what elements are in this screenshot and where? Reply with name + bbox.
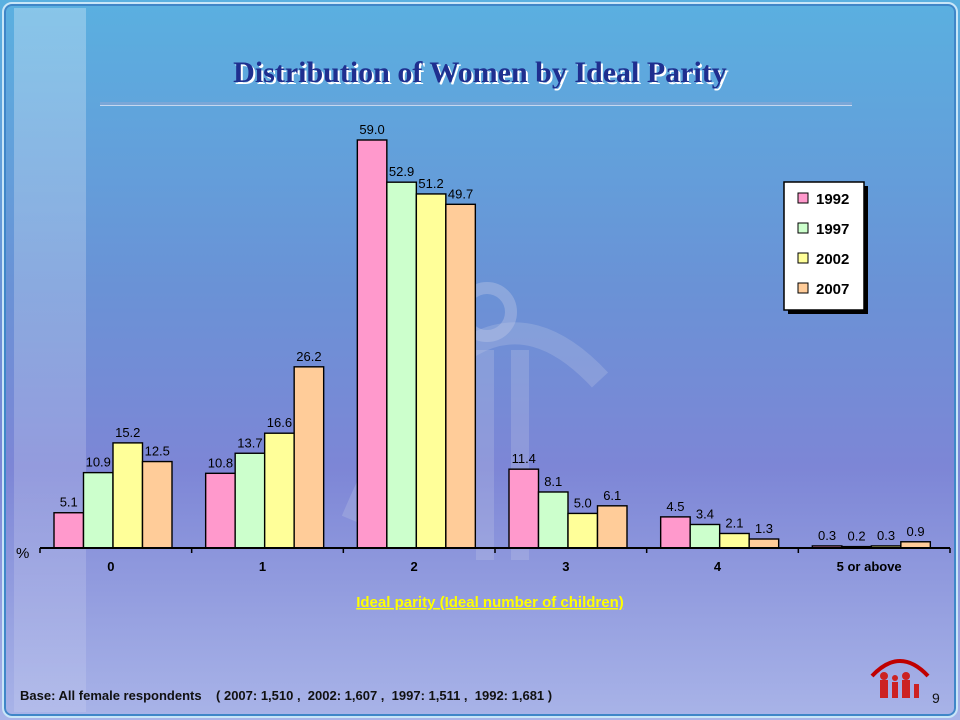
bar-1992-0 xyxy=(53,512,85,549)
x-tick-label-2: 2 xyxy=(411,559,418,574)
bar-2007-1 xyxy=(293,366,325,549)
bar-2007-0 xyxy=(141,460,173,549)
legend-label-2007: 2007 xyxy=(816,281,849,298)
legend-label-1997: 1997 xyxy=(816,221,849,238)
legend-swatch-2007 xyxy=(797,282,809,294)
x-tick-label-4: 4 xyxy=(714,559,722,574)
x-tick-label-3: 3 xyxy=(562,559,569,574)
value-label-2007-4: 1.3 xyxy=(755,521,773,536)
value-label-1992-3: 11.4 xyxy=(512,451,536,466)
bar-2002-4 xyxy=(718,532,750,549)
value-label-2007-2: 49.7 xyxy=(448,186,473,201)
bar-1992-3 xyxy=(508,468,540,549)
x-tick-label-0: 0 xyxy=(107,559,114,574)
chart-value-labels: 5.1 10.8 59.0 11.4 4.5 0.3 10.9 13.7 52.9 8.1 3.4 0… xyxy=(60,122,925,544)
value-label-2007-3: 6.1 xyxy=(603,488,621,503)
bar-2007-4 xyxy=(748,538,780,549)
x-tick-label-1: 1 xyxy=(259,559,266,574)
value-label-1992-0: 5.1 xyxy=(60,495,78,510)
bar-2007-2 xyxy=(445,203,477,549)
value-label-2007-0: 12.5 xyxy=(145,444,170,459)
value-label-2002-5-or-above: 0.3 xyxy=(877,528,895,543)
value-label-2007-1: 26.2 xyxy=(296,349,321,364)
x-axis-ticks xyxy=(39,548,951,553)
value-label-1992-1: 10.8 xyxy=(208,455,233,470)
family-logo-icon xyxy=(870,659,930,698)
bar-1997-2 xyxy=(386,181,418,549)
value-label-1992-4: 4.5 xyxy=(666,499,684,514)
value-label-1997-1: 13.7 xyxy=(237,435,262,450)
y-axis-label: % xyxy=(16,545,29,562)
bar-1997-1 xyxy=(234,452,266,549)
value-label-1997-4: 3.4 xyxy=(696,506,714,521)
legend-box xyxy=(783,181,865,311)
bar-1992-4 xyxy=(659,516,691,549)
x-axis-title: Ideal parity (Ideal number of children) xyxy=(356,594,624,611)
value-label-1997-0: 10.9 xyxy=(86,455,111,470)
title-underline xyxy=(100,102,852,106)
slide-title: Distribution of Women by Ideal Parity xyxy=(233,56,727,89)
left-decor-band xyxy=(14,8,86,712)
legend-swatch-1997 xyxy=(797,222,809,234)
value-label-2002-2: 51.2 xyxy=(418,176,443,191)
legend-swatch-2002 xyxy=(797,252,809,264)
chart-legend: 1992 1997 2002 2007 xyxy=(783,181,868,314)
value-label-2002-4: 2.1 xyxy=(725,515,743,530)
bar-2007-3 xyxy=(596,505,628,549)
footer-base-note: Base: All female respondents ( 2007: 1,5… xyxy=(20,688,553,703)
value-label-1992-5-or-above: 0.3 xyxy=(818,528,836,543)
bar-1997-4 xyxy=(689,523,721,549)
value-label-1997-5-or-above: 0.2 xyxy=(848,529,866,544)
legend-label-2002: 2002 xyxy=(816,251,849,268)
value-label-2002-3: 5.0 xyxy=(574,495,592,510)
value-label-1992-2: 59.0 xyxy=(359,122,384,137)
value-label-1997-2: 52.9 xyxy=(389,164,414,179)
bar-1992-1 xyxy=(204,472,236,549)
bar-2002-1 xyxy=(263,432,295,549)
value-label-2002-0: 15.2 xyxy=(115,425,140,440)
page-number: 9 xyxy=(932,690,940,706)
bar-2002-0 xyxy=(112,442,144,549)
bar-2002-3 xyxy=(567,512,599,549)
bar-1992-2 xyxy=(356,139,388,549)
value-label-1997-3: 8.1 xyxy=(544,474,562,489)
legend-swatch-1992 xyxy=(797,192,809,204)
bar-1997-3 xyxy=(537,491,569,549)
bar-2002-2 xyxy=(415,193,447,549)
legend-label-1992: 1992 xyxy=(816,191,849,208)
bar-1997-0 xyxy=(82,471,114,549)
value-label-2007-5-or-above: 0.9 xyxy=(907,524,925,539)
x-tick-label-5-or-above: 5 or above xyxy=(837,559,902,574)
x-axis-tick-labels: 0 1 2 3 4 5 or above xyxy=(107,559,901,574)
chart-bars xyxy=(53,139,932,549)
value-label-2002-1: 16.6 xyxy=(267,415,292,430)
